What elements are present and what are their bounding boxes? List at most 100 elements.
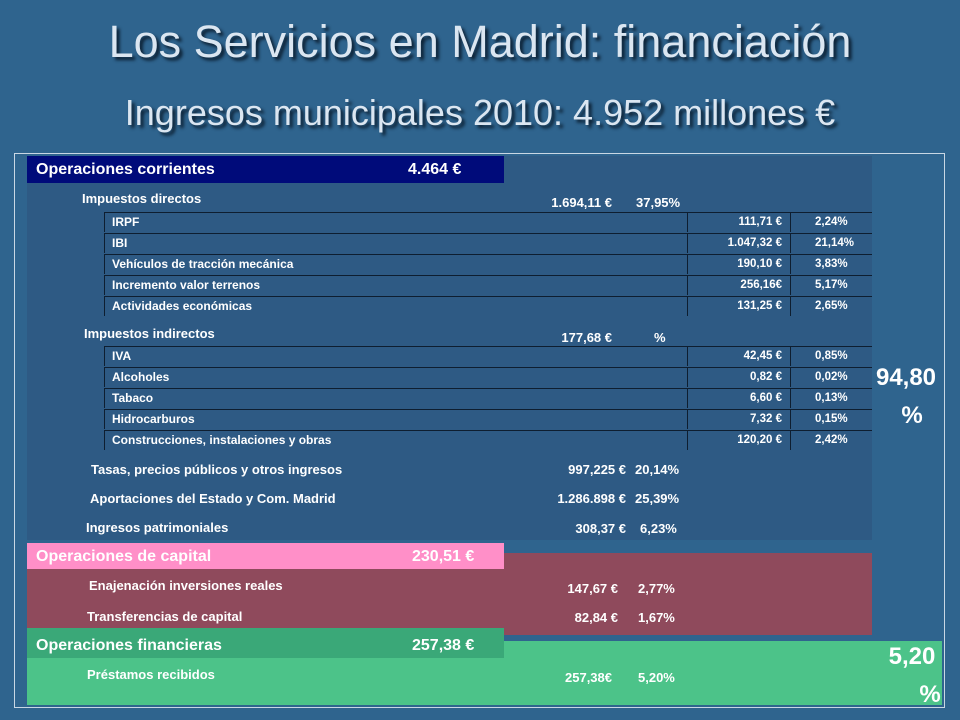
tax-item-row: IBI 1.047,32 € 21,14% (104, 233, 872, 253)
financieras-item-pct: 5,20% (638, 670, 675, 685)
tasas-amount: 997,225 € (568, 462, 626, 477)
capital-item-pct: 2,77% (638, 581, 675, 596)
corrientes-block (27, 156, 872, 540)
tasas-label: Tasas, precios públicos y otros ingresos (91, 462, 343, 477)
capital-label: Operaciones de capital (36, 548, 212, 565)
corrientes-header: Operaciones corrientes 4.464 € (27, 156, 504, 183)
capital-item-amount: 147,67 € (567, 581, 618, 596)
tax-item-amount: 111,71 € (738, 216, 783, 228)
total-pct-top-sign: % (901, 402, 923, 429)
tax-item-pct: 0,13% (815, 392, 848, 404)
capital-header: Operaciones de capital 230,51 € (27, 543, 504, 569)
tax-item-amount: 256,16€ (740, 279, 782, 291)
cell-divider (790, 297, 791, 316)
capital-item-amount: 82,84 € (574, 610, 618, 625)
tax-item-amount: 120,20 € (737, 434, 782, 446)
slide-title: Los Servicios en Madrid: financiación (108, 16, 852, 67)
cell-divider (687, 276, 688, 295)
tax-item-row: Incremento valor terrenos 256,16€ 5,17% (104, 275, 872, 295)
tax-item-pct: 2,65% (815, 300, 848, 312)
directos-pct: 37,95% (636, 195, 681, 210)
patrimoniales-amount: 308,37 € (575, 521, 626, 536)
indirectos-amount: 177,68 € (561, 330, 612, 345)
cell-divider (790, 255, 791, 274)
financieras-item-amount: 257,38€ (565, 670, 612, 685)
directos-amount: 1.694,11 € (551, 195, 612, 210)
tax-item-label: Construcciones, instalaciones y obras (112, 433, 332, 447)
aportaciones-pct: 25,39% (635, 491, 680, 506)
financieras-label: Operaciones financieras (36, 637, 222, 654)
cell-divider (687, 389, 688, 408)
tasas-pct: 20,14% (635, 462, 680, 477)
tax-item-row: Hidrocarburos 7,32 € 0,15% (104, 409, 872, 429)
corrientes-amount: 4.464 € (408, 161, 462, 178)
cell-divider (790, 431, 791, 450)
cell-divider (687, 410, 688, 429)
corrientes-label: Operaciones corrientes (36, 161, 215, 178)
financieras-item-label: Préstamos recibidos (87, 667, 215, 682)
capital-item-label: Enajenación inversiones reales (89, 578, 283, 593)
cell-divider (687, 213, 688, 232)
tax-item-label: Alcoholes (112, 370, 170, 384)
tax-item-pct: 21,14% (815, 237, 855, 249)
tax-item-label: Hidrocarburos (112, 412, 195, 426)
tax-item-label: Incremento valor terrenos (112, 278, 261, 292)
tax-item-amount: 7,32 € (750, 413, 782, 425)
tax-item-label: Tabaco (112, 391, 154, 405)
tax-item-amount: 0,82 € (750, 371, 782, 383)
tax-item-label: IBI (112, 236, 128, 250)
patrimoniales-label: Ingresos patrimoniales (86, 520, 229, 535)
total-pct-bottom-sign: % (919, 681, 941, 708)
financieras-amount: 257,38 € (412, 637, 475, 654)
indirectos-pct: % (654, 330, 666, 345)
tax-item-label: IVA (112, 349, 132, 363)
tax-item-row: Actividades económicas 131,25 € 2,65% (104, 296, 872, 316)
cell-divider (790, 213, 791, 232)
content-frame (14, 153, 945, 708)
tax-item-pct: 0,15% (815, 413, 848, 425)
indirectos-label: Impuestos indirectos (84, 326, 215, 341)
tax-item-row: IVA 42,45 € 0,85% (104, 346, 872, 366)
tax-item-label: Vehículos de tracción mecánica (112, 257, 294, 271)
tax-item-amount: 1.047,32 € (727, 237, 782, 249)
tax-item-label: Actividades económicas (112, 299, 253, 313)
cell-divider (687, 431, 688, 450)
cell-divider (790, 389, 791, 408)
total-pct-top-number: 94,80 (875, 364, 937, 391)
tax-item-amount: 6,60 € (750, 392, 782, 404)
tax-item-pct: 2,42% (815, 434, 848, 446)
total-pct-bottom-number: 5,20 (888, 643, 936, 670)
cell-divider (790, 410, 791, 429)
aportaciones-label: Aportaciones del Estado y Com. Madrid (90, 491, 336, 506)
cell-divider (687, 255, 688, 274)
tax-item-amount: 131,25 € (737, 300, 782, 312)
tax-item-pct: 5,17% (815, 279, 848, 291)
tax-item-pct: 3,83% (815, 258, 848, 270)
cell-divider (790, 347, 791, 366)
cell-divider (687, 234, 688, 253)
financieras-header: Operaciones financieras 257,38 € (27, 628, 504, 658)
tax-item-row: Alcoholes 0,82 € 0,02% (104, 367, 872, 387)
cell-divider (790, 368, 791, 387)
tax-item-pct: 0,85% (815, 350, 848, 362)
directos-label: Impuestos directos (82, 191, 202, 206)
tax-item-row: Tabaco 6,60 € 0,13% (104, 388, 872, 408)
capital-item-label: Transferencias de capital (87, 609, 243, 624)
tax-item-row: IRPF 111,71 € 2,24% (104, 212, 872, 232)
cell-divider (687, 368, 688, 387)
cell-divider (687, 347, 688, 366)
aportaciones-amount: 1.286.898 € (557, 491, 626, 506)
tax-item-pct: 2,24% (815, 216, 848, 228)
capital-item-pct: 1,67% (638, 610, 675, 625)
tax-item-row: Vehículos de tracción mecánica 190,10 € 3,… (104, 254, 872, 274)
tax-item-pct: 0,02% (815, 371, 848, 383)
slide-subtitle: Ingresos municipales 2010: 4.952 millone… (124, 92, 836, 133)
capital-amount: 230,51 € (412, 548, 475, 565)
tax-item-amount: 42,45 € (743, 350, 782, 362)
patrimoniales-pct: 6,23% (640, 521, 677, 536)
cell-divider (790, 234, 791, 253)
tax-item-amount: 190,10 € (737, 258, 782, 270)
cell-divider (790, 276, 791, 295)
tax-item-row: Construcciones, instalaciones y obras 120… (104, 430, 872, 450)
cell-divider (687, 297, 688, 316)
